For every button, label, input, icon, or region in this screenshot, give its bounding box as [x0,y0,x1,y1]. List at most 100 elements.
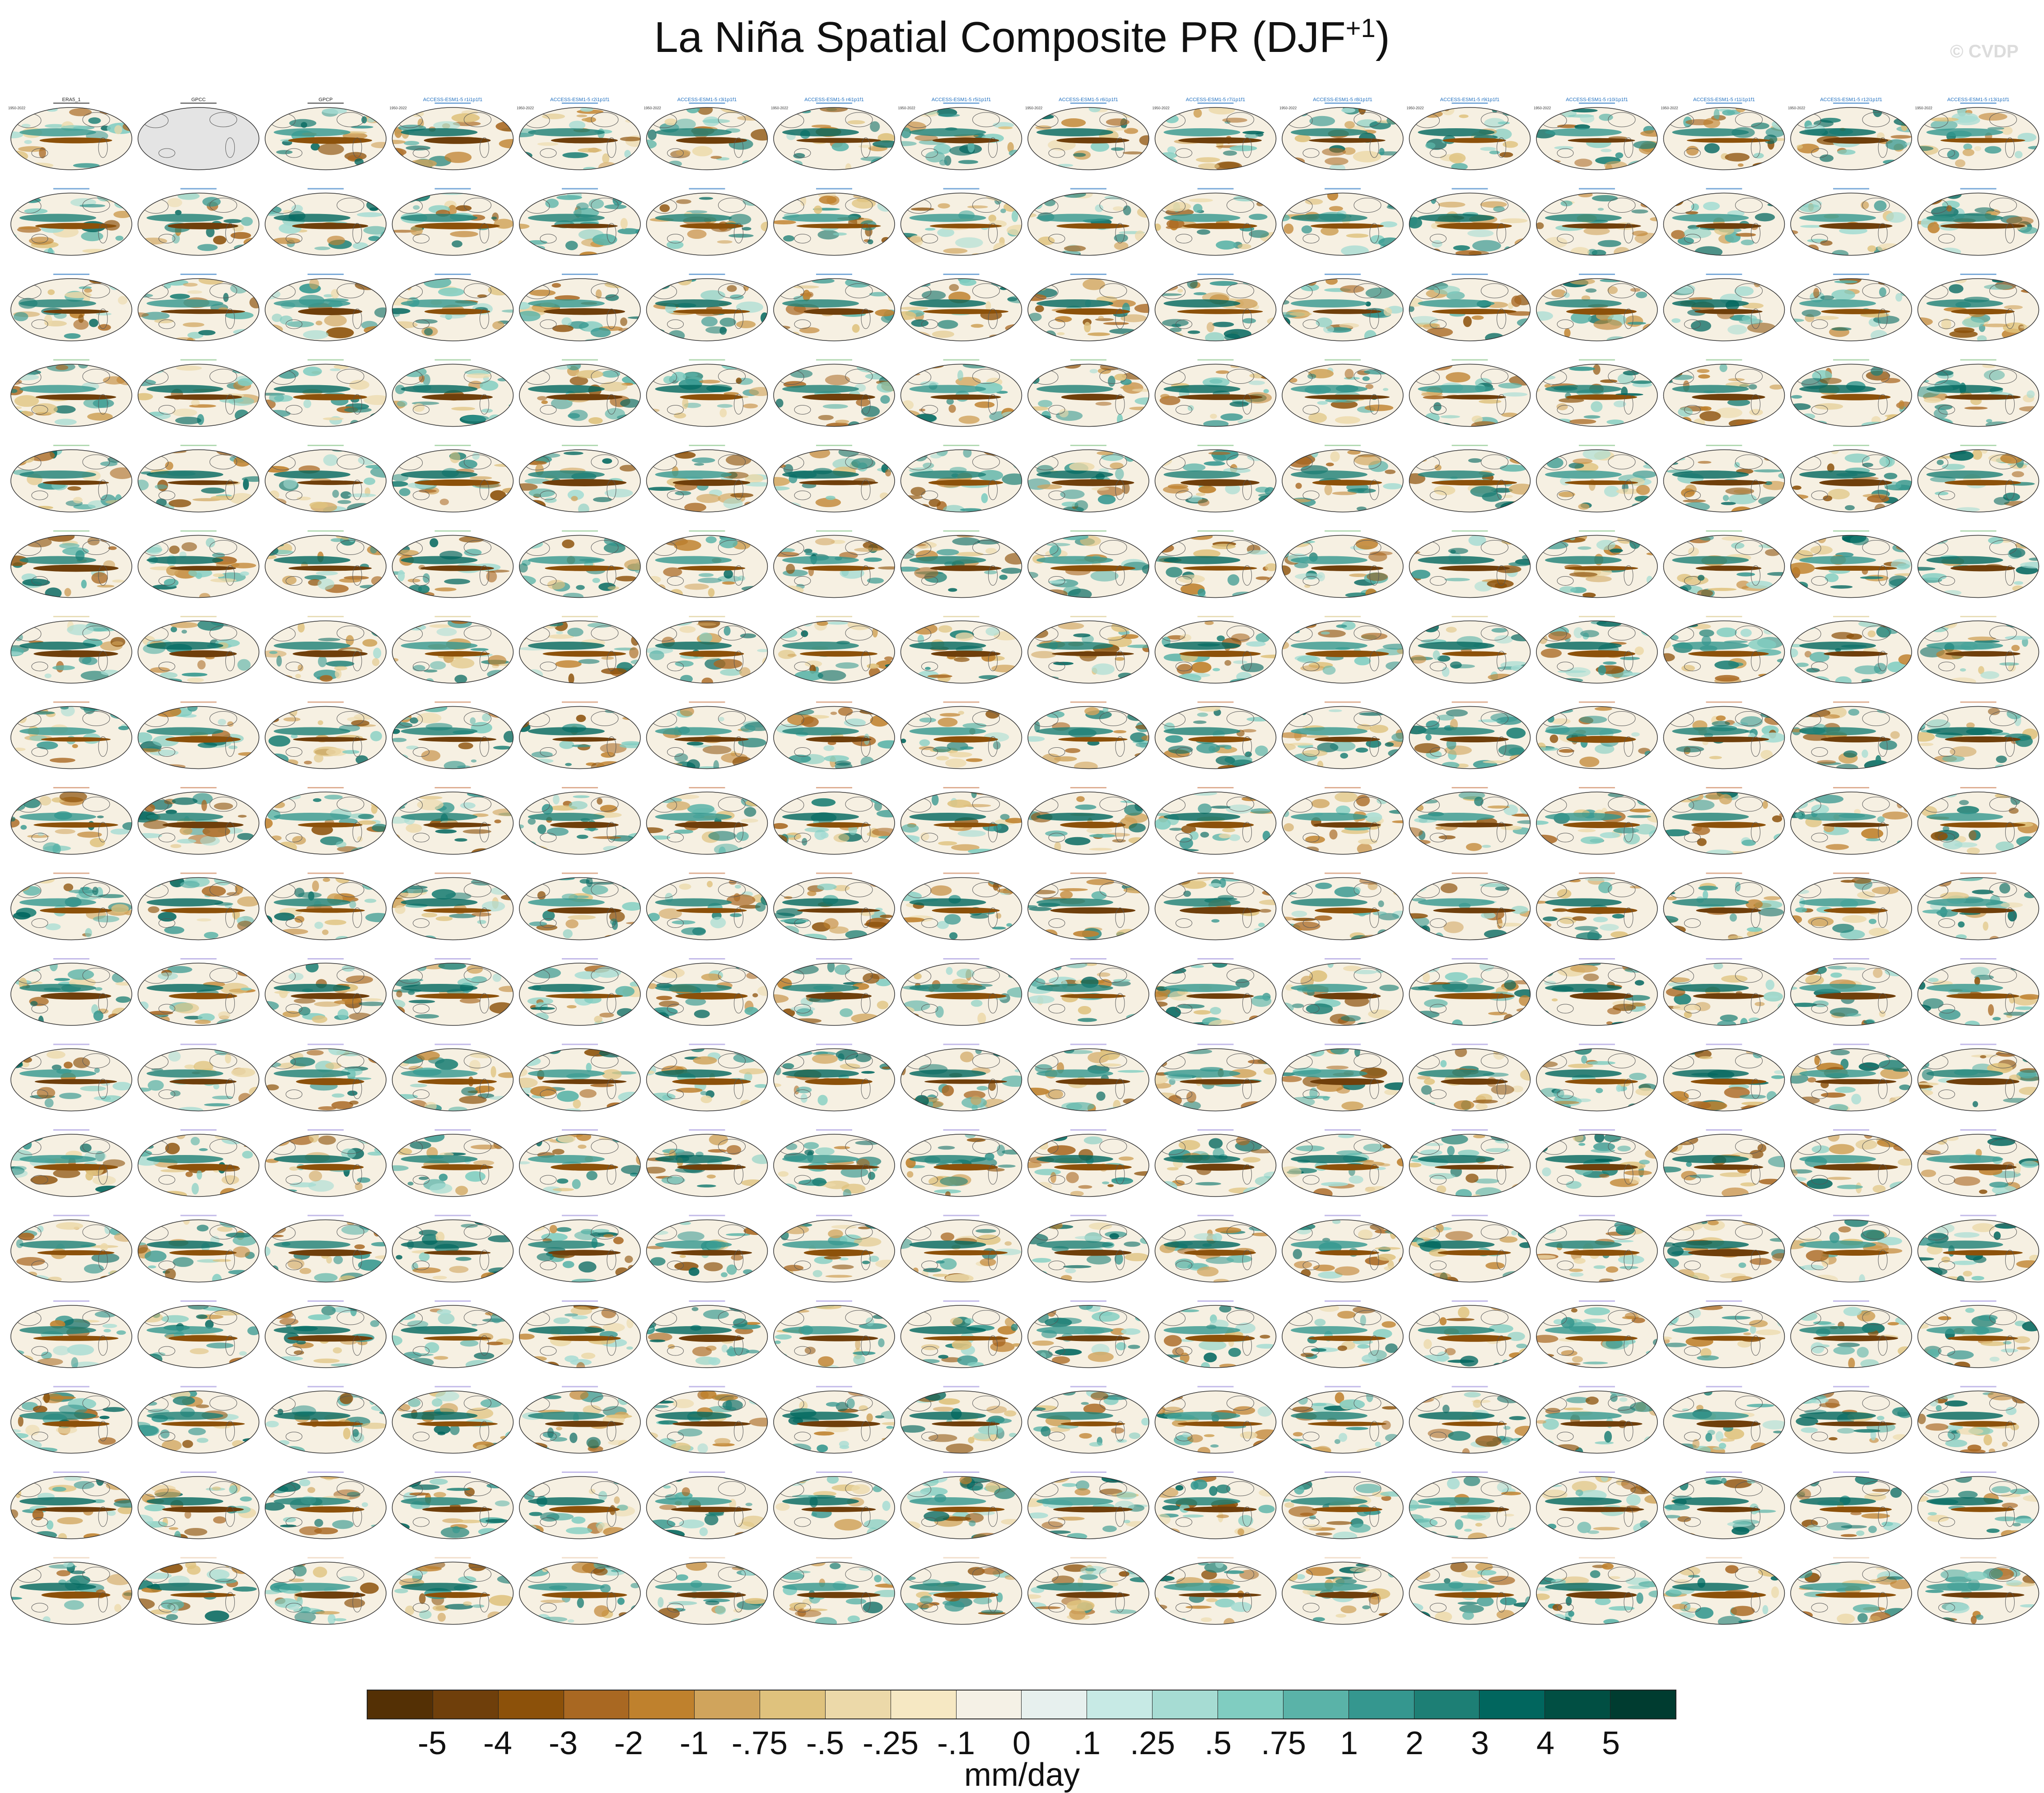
anomaly-blob [1850,535,1869,545]
anomaly-blob [1470,486,1498,497]
equatorial-dry-anomaly [804,308,874,315]
anomaly-blob [1300,665,1325,671]
anomaly-blob [1736,573,1755,577]
anomaly-blob [1728,378,1745,382]
map-panel [892,359,1022,428]
anomaly-blob [573,795,589,798]
wet-anomaly-band [655,470,732,479]
map-panel [379,102,524,170]
anomaly-blob [458,742,473,749]
map-panel [1783,273,1918,341]
wet-anomaly-band [1672,470,1749,479]
anomaly-blob [556,631,563,634]
anomaly-blob [746,846,774,856]
anomaly-blob [84,289,92,293]
anomaly-blob [1038,400,1052,407]
wet-anomaly-band [655,128,732,136]
anomaly-blob [370,412,395,421]
anomaly-blob [720,669,742,675]
anomaly-blob [1498,745,1524,756]
anomaly-blob [1264,389,1269,393]
anomaly-blob [1140,544,1148,547]
panel-title-mark [435,359,471,361]
anomaly-blob [1535,747,1559,751]
wet-anomaly-band [19,727,96,736]
anomaly-blob [728,234,754,238]
anomaly-blob [991,278,1018,287]
wet-anomaly-band [1672,642,1749,650]
anomaly-blob [967,205,988,209]
anomaly-blob [1440,415,1460,418]
anomaly-blob [576,203,589,210]
anomaly-blob [1977,335,1987,343]
anomaly-blob [1090,369,1098,373]
anomaly-blob [1479,400,1501,404]
anomaly-blob [371,626,391,637]
anomaly-blob [463,829,491,834]
anomaly-blob [1556,403,1568,410]
anomaly-blob [703,745,732,754]
map-panel [261,616,397,685]
anomaly-blob [1631,381,1652,384]
anomaly-blob [971,789,977,798]
anomaly-blob [675,119,696,130]
anomaly-blob [952,537,980,545]
anomaly-blob [1335,792,1358,802]
panel-title-mark [53,102,89,104]
anomaly-blob [1899,400,1904,410]
anomaly-blob [175,417,201,424]
anomaly-blob [1777,249,1787,255]
anomaly-blob [783,503,801,512]
anomaly-blob [1738,163,1744,167]
anomaly-blob [1514,625,1533,631]
anomaly-blob [1890,135,1912,139]
anomaly-blob [1378,238,1402,247]
anomaly-blob [1193,204,1203,213]
anomaly-blob [1683,502,1710,512]
anomaly-blob [1831,289,1855,300]
anomaly-blob [771,220,796,224]
anomaly-blob [1129,823,1146,832]
anomaly-blob [668,330,685,341]
anomaly-blob [863,417,887,421]
anomaly-blob [719,318,736,327]
anomaly-blob [154,706,181,717]
anomaly-blob [1767,572,1791,576]
wet-anomaly-band [910,128,986,136]
anomaly-blob [218,719,226,725]
anomaly-blob [97,815,104,818]
anomaly-blob [1830,585,1853,589]
anomaly-blob [1432,240,1442,247]
anomaly-blob [1295,135,1311,142]
equatorial-dry-anomaly [1442,651,1507,656]
anomaly-blob [1814,316,1839,320]
anomaly-blob [930,454,942,458]
anomaly-blob [67,624,93,636]
anomaly-blob [1500,218,1528,223]
panel-title-mark [1960,531,1997,532]
anomaly-blob [73,497,83,503]
wet-anomaly-band [528,642,605,650]
anomaly-blob [12,624,23,633]
anomaly-blob [1919,743,1934,746]
wet-anomaly-band [401,470,478,479]
anomaly-blob [324,315,347,326]
anomaly-blob [521,373,527,379]
anomaly-blob [1999,662,2019,666]
anomaly-blob [502,310,522,313]
anomaly-blob [1374,536,1387,540]
anomaly-blob [892,410,920,420]
anomaly-blob [105,500,133,504]
anomaly-blob [1500,502,1527,512]
map-panel [896,274,1031,343]
anomaly-blob [620,137,641,141]
anomaly-blob [877,810,901,818]
anomaly-blob [19,226,39,229]
anomaly-blob [1377,790,1399,796]
anomaly-blob [2007,167,2015,172]
anomaly-blob [1510,456,1533,464]
wet-anomaly-band [910,727,986,736]
anomaly-blob [1229,401,1249,407]
anomaly-blob [1226,805,1253,814]
anomaly-blob [405,589,412,599]
